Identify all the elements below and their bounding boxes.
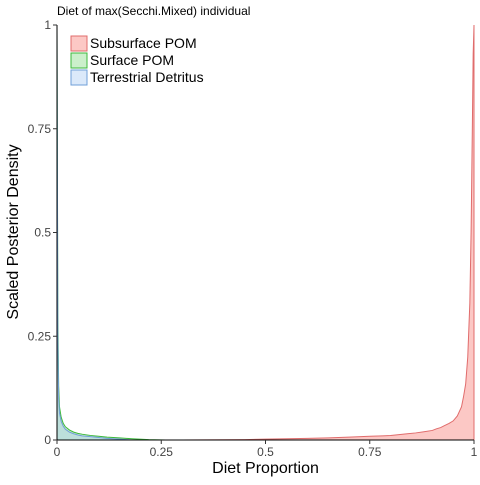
y-axis-ticks: 0 0.25 0.5 0.75 1 (28, 18, 57, 447)
x-tick-label: 0.75 (358, 445, 382, 459)
density-area-subsurface-pom (57, 24, 475, 441)
y-tick-label: 0 (44, 433, 51, 447)
legend-swatch (70, 69, 88, 86)
x-axis-label: Diet Proportion (212, 460, 319, 477)
x-tick-label: 1 (471, 445, 478, 459)
density-area-surface-pom (56, 24, 166, 441)
legend-swatch (70, 35, 88, 52)
y-tick-label: 0.25 (28, 329, 52, 343)
chart-title: Diet of max(Secchi.Mixed) individual (57, 4, 250, 18)
y-tick-label: 0.75 (28, 122, 52, 136)
series-layer (56, 24, 475, 441)
legend-label: Surface POM (90, 52, 174, 68)
legend-label: Subsurface POM (90, 35, 197, 51)
y-tick-label: 1 (44, 18, 51, 32)
legend-label: Terrestrial Detritus (90, 69, 204, 85)
x-tick-label: 0.25 (150, 445, 174, 459)
x-axis-ticks: 0 0.25 0.5 0.75 1 (54, 440, 478, 459)
y-axis-label: Scaled Posterior Density (5, 144, 22, 319)
legend-swatch (70, 52, 88, 69)
x-tick-label: 0.5 (257, 445, 274, 459)
density-area-terrestrial-detritus (56, 24, 133, 441)
x-tick-label: 0 (54, 445, 61, 459)
y-tick-label: 0.5 (34, 226, 51, 240)
